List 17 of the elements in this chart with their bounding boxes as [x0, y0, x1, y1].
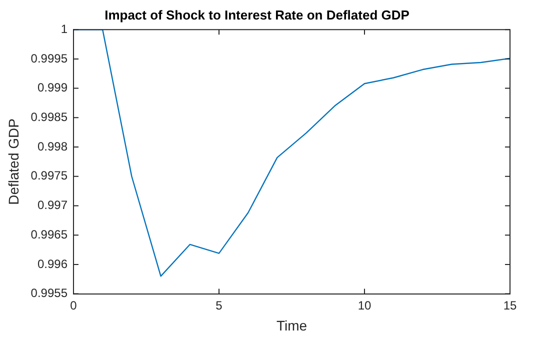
y-tick-label: 0.9975	[30, 168, 68, 183]
x-tick-label: 5	[216, 298, 223, 312]
x-tick-label: 10	[358, 298, 372, 312]
x-tick-label: 0	[70, 298, 78, 312]
y-tick-label: 0.9995	[30, 51, 68, 66]
x-axis-title: Time	[276, 317, 308, 334]
y-tick-label: 0.998	[37, 139, 68, 154]
y-tick-label: 1	[60, 22, 68, 36]
chart-title: Impact of Shock to Interest Rate on Deflated GDP	[104, 7, 410, 22]
y-tick-label: 0.9955	[30, 286, 68, 300]
y-tick-label: 0.997	[37, 198, 68, 212]
y-axis-title: Deflated GDP	[5, 118, 22, 205]
y-tick-label: 0.999	[37, 80, 68, 95]
x-tick-label: 15	[503, 298, 517, 312]
y-tick-label: 0.9985	[30, 110, 68, 124]
y-tick-label: 0.9965	[30, 227, 68, 242]
y-tick-label: 0.996	[37, 256, 68, 271]
